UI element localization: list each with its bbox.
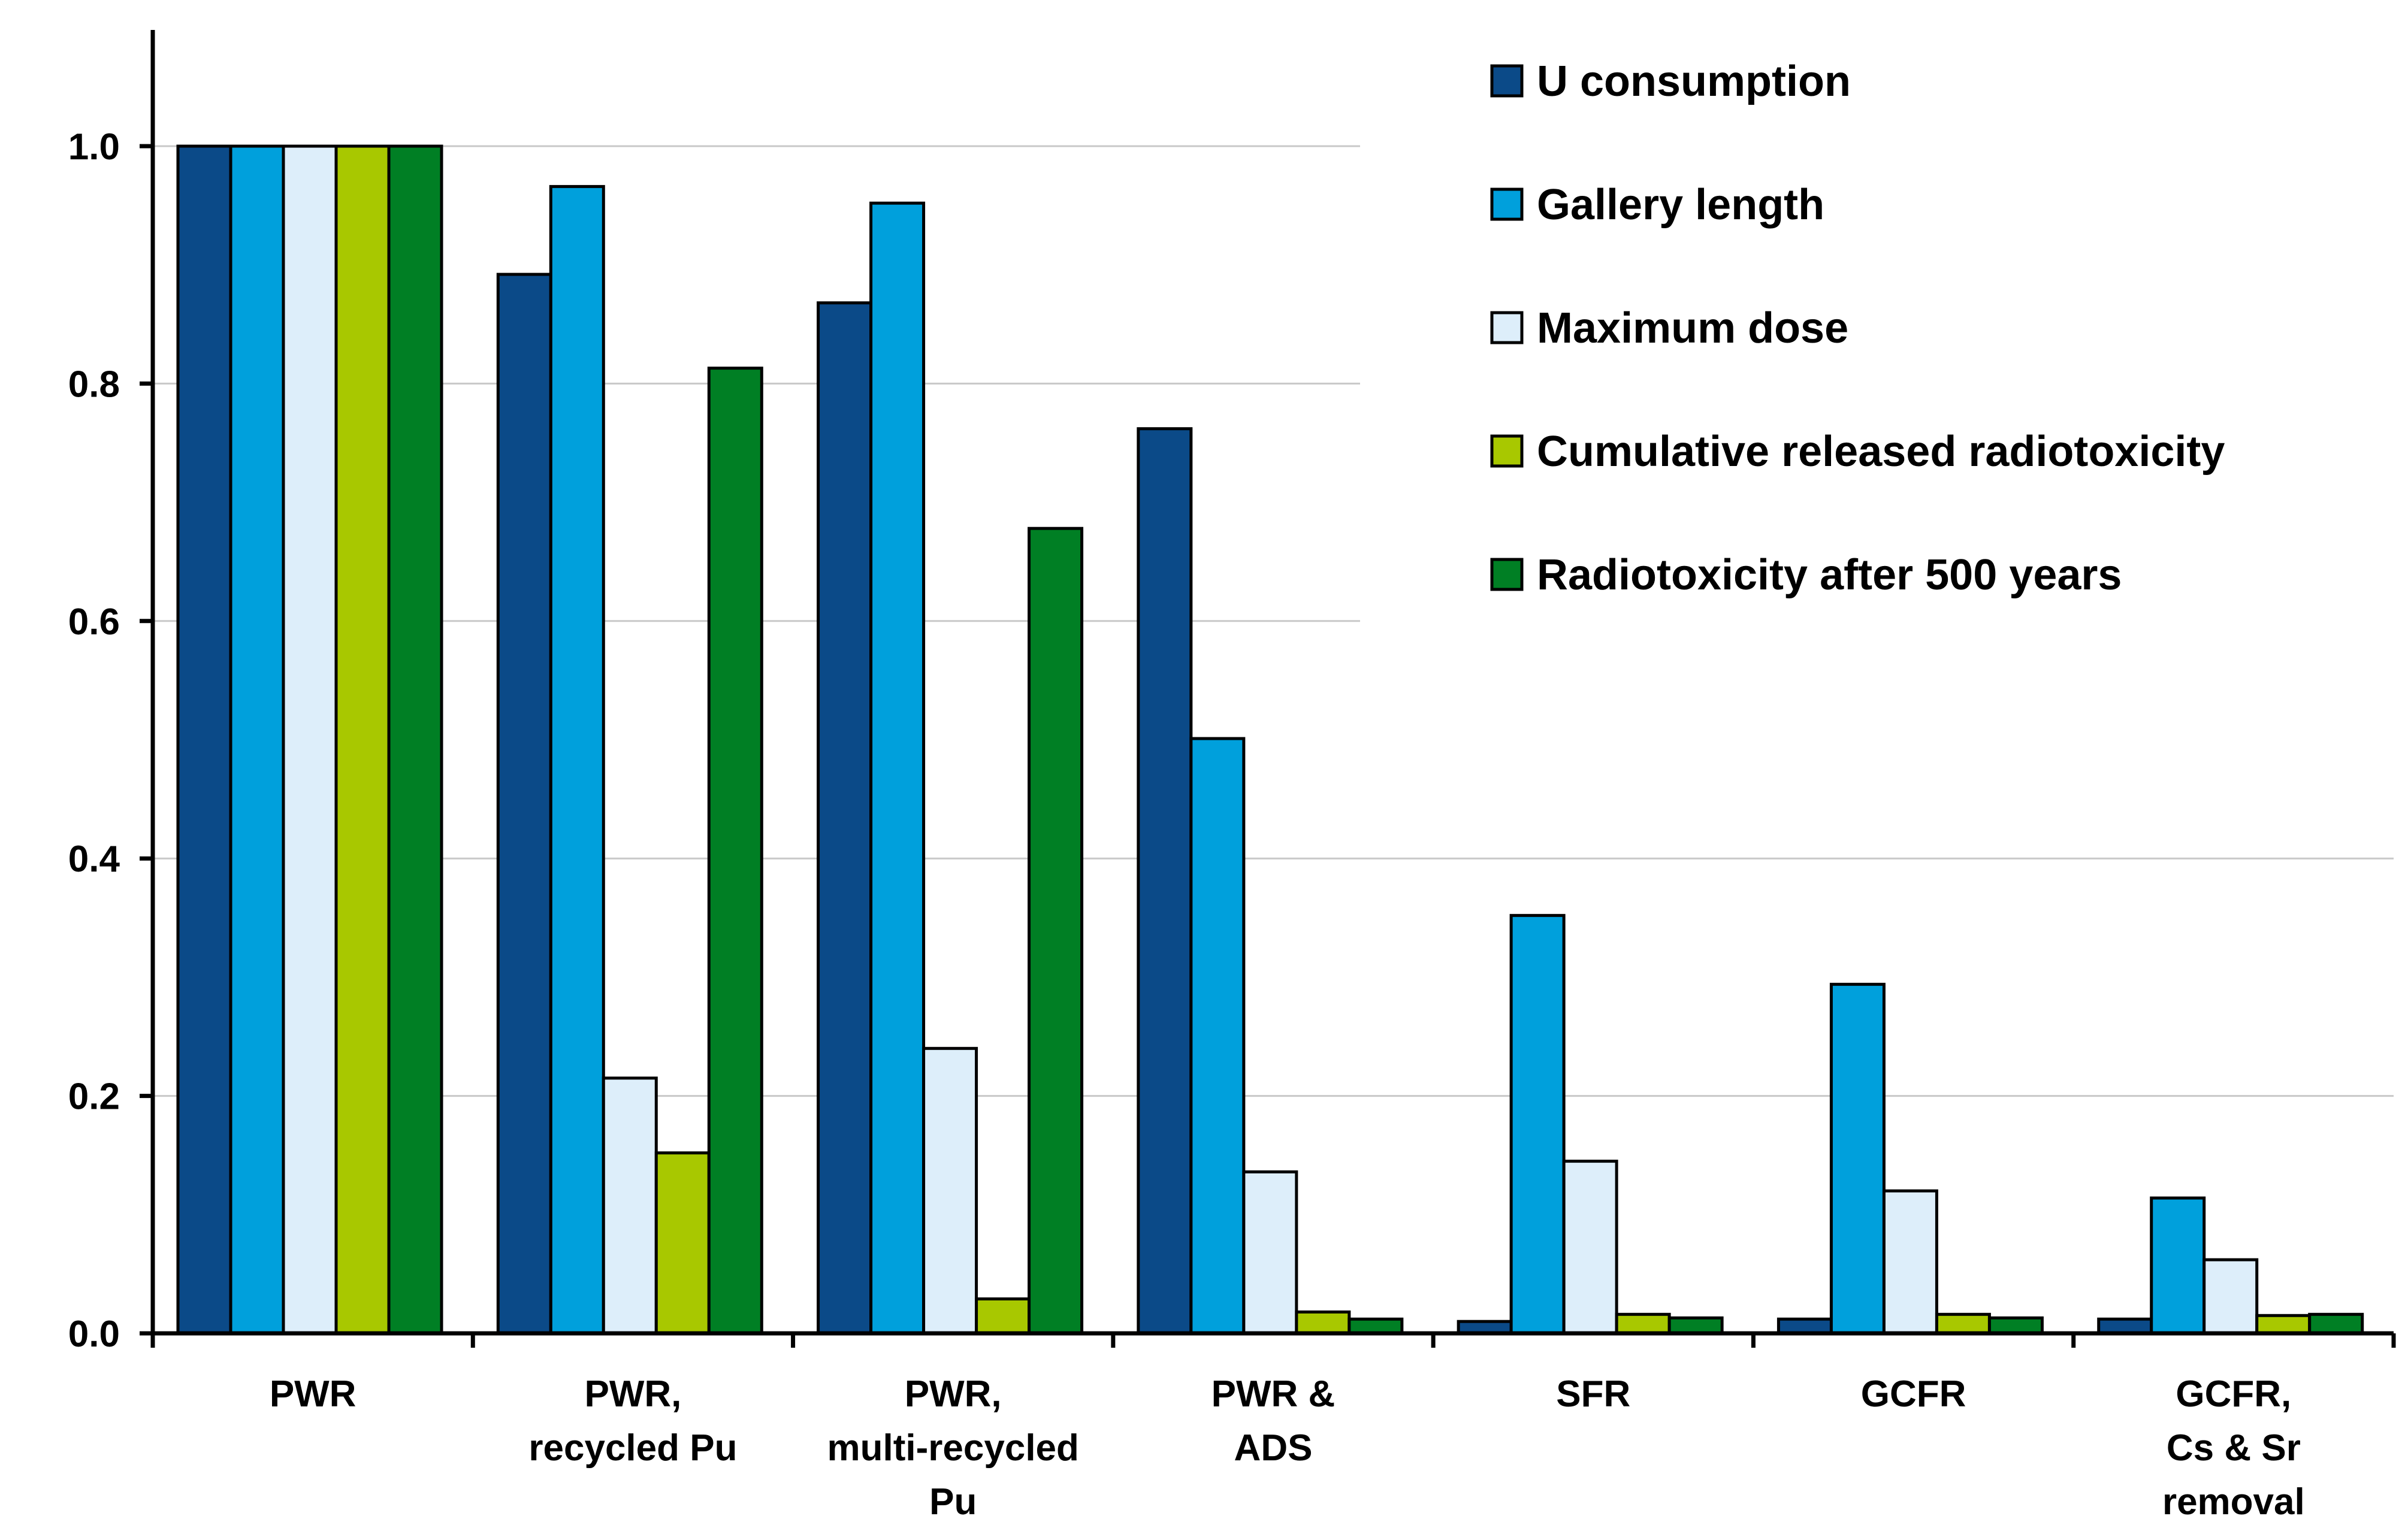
gridlines [153,146,2394,1096]
bar-cumulative-released-radiotoxicity-1 [656,1153,709,1333]
legend-label: U consumption [1537,58,1851,105]
bar-cumulative-released-radiotoxicity-4 [1617,1314,1669,1333]
bars [178,146,2362,1333]
bar-cumulative-released-radiotoxicity-0 [336,146,389,1333]
category-label: SFR [1556,1373,1630,1415]
bar-gallery-length-4 [1511,915,1564,1333]
bar-maximum-dose-4 [1564,1161,1617,1333]
bar-radiotoxicity-after-500-years-3 [1349,1319,1402,1333]
bar-gallery-length-1 [551,186,603,1333]
bar-cumulative-released-radiotoxicity-6 [2257,1315,2310,1333]
category-label: PWR, multi-recycled Pu [827,1373,1079,1523]
bar-u-consumption-5 [1778,1319,1831,1333]
bar-maximum-dose-6 [2204,1260,2257,1333]
category-label-line: PWR & [1211,1373,1336,1415]
legend-swatch [1492,189,1522,219]
y-tick-label: 0.4 [68,839,120,880]
y-tick-label: 0.8 [68,364,120,405]
legend-swatch [1492,436,1522,466]
bar-radiotoxicity-after-500-years-5 [1989,1318,2042,1333]
bar-maximum-dose-1 [603,1078,656,1333]
category-label: PWR [270,1373,356,1415]
category-label-line: removal [2162,1481,2305,1523]
category-label-line: PWR, [584,1373,681,1415]
bar-gallery-length-2 [871,203,924,1333]
legend-swatch [1492,66,1522,96]
category-label: PWR, recycled Pu [528,1373,737,1469]
category-label-line: GCFR [1861,1373,1966,1415]
axes [140,30,2394,1348]
bar-maximum-dose-0 [283,146,336,1333]
bar-cumulative-released-radiotoxicity-5 [1936,1314,1989,1333]
bar-radiotoxicity-after-500-years-1 [709,368,762,1333]
bar-gallery-length-6 [2152,1198,2204,1333]
y-tick-labels: 0.0 0.2 0.4 0.6 0.8 1.0 [68,126,120,1355]
bar-u-consumption-3 [1138,429,1191,1333]
legend: U consumption Gallery length Maximum dose C… [1492,58,2225,599]
bar-u-consumption-1 [498,274,551,1333]
legend-swatch [1492,313,1522,343]
category-label-line: recycled Pu [528,1427,737,1469]
chart-container: 0.0 0.2 0.4 0.6 0.8 1.0 PWR PWR, recycled Pu PWR… [0,0,2408,1537]
legend-label: Radiotoxicity after 500 years [1537,551,2122,599]
bar-maximum-dose-2 [924,1048,977,1333]
bar-maximum-dose-3 [1244,1172,1297,1333]
bar-radiotoxicity-after-500-years-6 [2310,1314,2362,1333]
y-tick-label: 0.6 [68,601,120,643]
bar-radiotoxicity-after-500-years-4 [1669,1318,1722,1333]
category-label-line: Pu [929,1481,977,1523]
bar-u-consumption-2 [818,303,871,1333]
category-label-line: PWR [270,1373,356,1415]
bar-gallery-length-0 [231,146,283,1333]
bar-chart: 0.00.20.40.60.81.0 PWR PWR, recycled PuPWR… [0,0,2408,1537]
bar-maximum-dose-5 [1884,1191,1936,1333]
category-label: GCFR [1861,1373,1966,1415]
category-label: PWR & ADS [1211,1373,1336,1469]
category-label-line: PWR, [905,1373,1002,1415]
category-label-line: multi-recycled [827,1427,1079,1469]
bar-gallery-length-3 [1191,739,1244,1333]
category-label-line: SFR [1556,1373,1630,1415]
bar-cumulative-released-radiotoxicity-2 [977,1299,1029,1333]
category-label-line: ADS [1234,1427,1313,1469]
legend-label: Gallery length [1537,181,1824,229]
bar-u-consumption-6 [2099,1319,2152,1333]
category-label-line: GCFR, [2176,1373,2291,1415]
category-label-line: Cs & Sr [2167,1427,2301,1469]
bar-radiotoxicity-after-500-years-2 [1029,528,1082,1333]
legend-swatch [1492,559,1522,589]
legend-label: Maximum dose [1537,304,1848,352]
bar-cumulative-released-radiotoxicity-3 [1297,1312,1349,1333]
y-tick-label: 0.2 [68,1076,120,1118]
legend-label: Cumulative released radiotoxicity [1537,428,2225,476]
bar-u-consumption-0 [178,146,231,1333]
bar-gallery-length-5 [1831,984,1884,1333]
category-label: GCFR, Cs & Sr removal [2162,1373,2305,1523]
y-tick-label: 0.0 [68,1314,120,1355]
y-tick-label: 1.0 [68,126,120,168]
bar-radiotoxicity-after-500-years-0 [389,146,442,1333]
